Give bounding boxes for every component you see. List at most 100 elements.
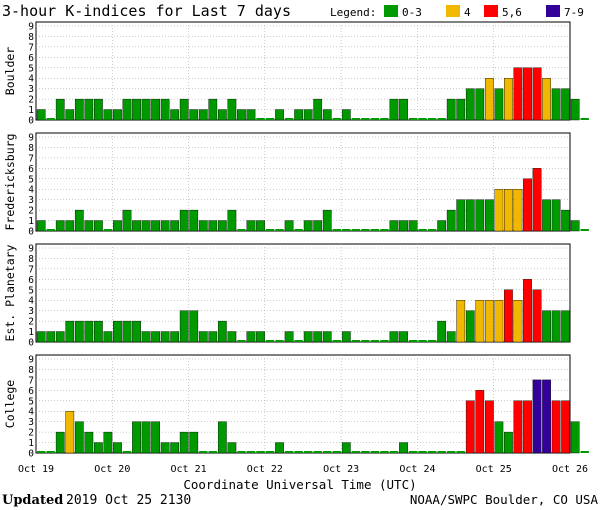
k-bar xyxy=(179,431,189,454)
k-bar xyxy=(494,300,504,343)
k-bar xyxy=(408,220,418,232)
x-tick-label: Oct 23 xyxy=(323,464,359,475)
k-bar xyxy=(323,451,332,453)
k-bar xyxy=(36,220,46,232)
y-tick-label: 8 xyxy=(28,254,34,265)
k-bar xyxy=(351,118,361,120)
k-bar xyxy=(55,331,65,343)
series-label: Fredericksburg xyxy=(3,134,17,231)
series-label: Est. Planetary xyxy=(3,244,17,341)
k-bar xyxy=(189,310,199,343)
k-bar xyxy=(341,331,351,343)
y-tick-label: 4 xyxy=(28,407,34,418)
y-tick-label: 6 xyxy=(28,164,34,175)
y-tick-label: 9 xyxy=(28,133,34,144)
k-bar xyxy=(408,118,418,120)
x-tick-label: Oct 26 xyxy=(552,464,588,475)
k-bar xyxy=(484,400,494,454)
y-tick-label: 4 xyxy=(28,74,34,85)
k-bar xyxy=(303,331,313,343)
k-bar xyxy=(74,421,84,454)
k-bar xyxy=(475,390,485,454)
k-bar xyxy=(294,229,303,231)
k-bar xyxy=(561,400,571,454)
k-bar xyxy=(456,199,466,232)
k-bar xyxy=(132,220,141,232)
k-bar xyxy=(84,220,94,232)
k-bar xyxy=(275,109,284,121)
k-bar xyxy=(370,451,380,453)
k-bar xyxy=(113,109,122,121)
x-tick-label: Oct 24 xyxy=(399,464,435,475)
k-bar xyxy=(351,451,361,453)
k-bar xyxy=(570,98,580,121)
k-bar xyxy=(322,331,332,343)
y-tick-label: 5 xyxy=(28,63,34,74)
y-tick-label: 9 xyxy=(28,355,34,366)
k-bar xyxy=(74,209,84,232)
k-bar xyxy=(456,300,466,343)
k-bar xyxy=(132,421,141,454)
k-bar xyxy=(275,340,284,342)
k-bar xyxy=(170,331,180,343)
chart-title: 3-hour K-indices for Last 7 days xyxy=(2,2,291,20)
k-bar xyxy=(456,451,465,453)
k-bar xyxy=(532,67,542,121)
k-bar xyxy=(332,451,341,453)
legend-swatch xyxy=(546,5,560,17)
k-bar xyxy=(84,431,94,454)
x-axis-ticks: Oct 19 Oct 20 Oct 21 Oct 22 Oct 23 Oct 24 Oct … xyxy=(18,464,588,475)
k-bar xyxy=(284,220,294,232)
k-bar xyxy=(84,98,94,121)
y-tick-label: 5 xyxy=(28,285,34,296)
k-bar xyxy=(542,310,551,343)
k-bar xyxy=(494,421,504,454)
updated-label: Updated xyxy=(2,493,63,508)
k-bar xyxy=(198,109,208,121)
y-tick-label: 6 xyxy=(28,386,34,397)
k-bar xyxy=(313,220,323,232)
k-bar xyxy=(561,310,571,343)
k-bar xyxy=(380,118,389,120)
k-bar xyxy=(265,451,275,453)
k-bar xyxy=(303,220,313,232)
k-bar xyxy=(256,451,265,453)
k-bar xyxy=(94,320,103,343)
k-bar xyxy=(132,320,141,343)
y-tick-label: 4 xyxy=(28,296,34,307)
y-tick-label: 5 xyxy=(28,396,34,407)
k-bar xyxy=(208,220,218,232)
k-bar xyxy=(580,118,589,120)
k-bar xyxy=(523,67,532,121)
k-bar xyxy=(46,229,55,231)
k-bar xyxy=(227,331,237,343)
k-bar xyxy=(189,109,199,121)
k-bar xyxy=(199,451,208,453)
x-tick-label: Oct 21 xyxy=(171,464,207,475)
k-bar xyxy=(74,320,84,343)
k-bar xyxy=(408,451,418,453)
k-bar xyxy=(160,331,170,343)
y-tick-label: 1 xyxy=(28,216,34,227)
y-tick-label: 1 xyxy=(28,105,34,116)
k-bar xyxy=(475,300,485,343)
k-bar xyxy=(246,220,256,232)
k-bar xyxy=(55,220,65,232)
panels: 0123456789Boulder0123456789Fredericksbur… xyxy=(3,21,589,460)
k-bar xyxy=(484,300,494,343)
k-bar xyxy=(418,118,427,120)
k-bar xyxy=(113,220,122,232)
k-bar xyxy=(456,98,466,121)
k-bar xyxy=(151,331,160,343)
k-bar xyxy=(370,118,380,120)
k-bar xyxy=(141,421,151,454)
k-bar xyxy=(151,98,160,121)
k-bar xyxy=(341,442,351,454)
k-bar xyxy=(103,431,113,454)
k-bar xyxy=(446,98,456,121)
y-tick-label: 0 xyxy=(28,449,34,460)
y-tick-label: 0 xyxy=(28,227,34,238)
k-bar xyxy=(389,331,399,343)
